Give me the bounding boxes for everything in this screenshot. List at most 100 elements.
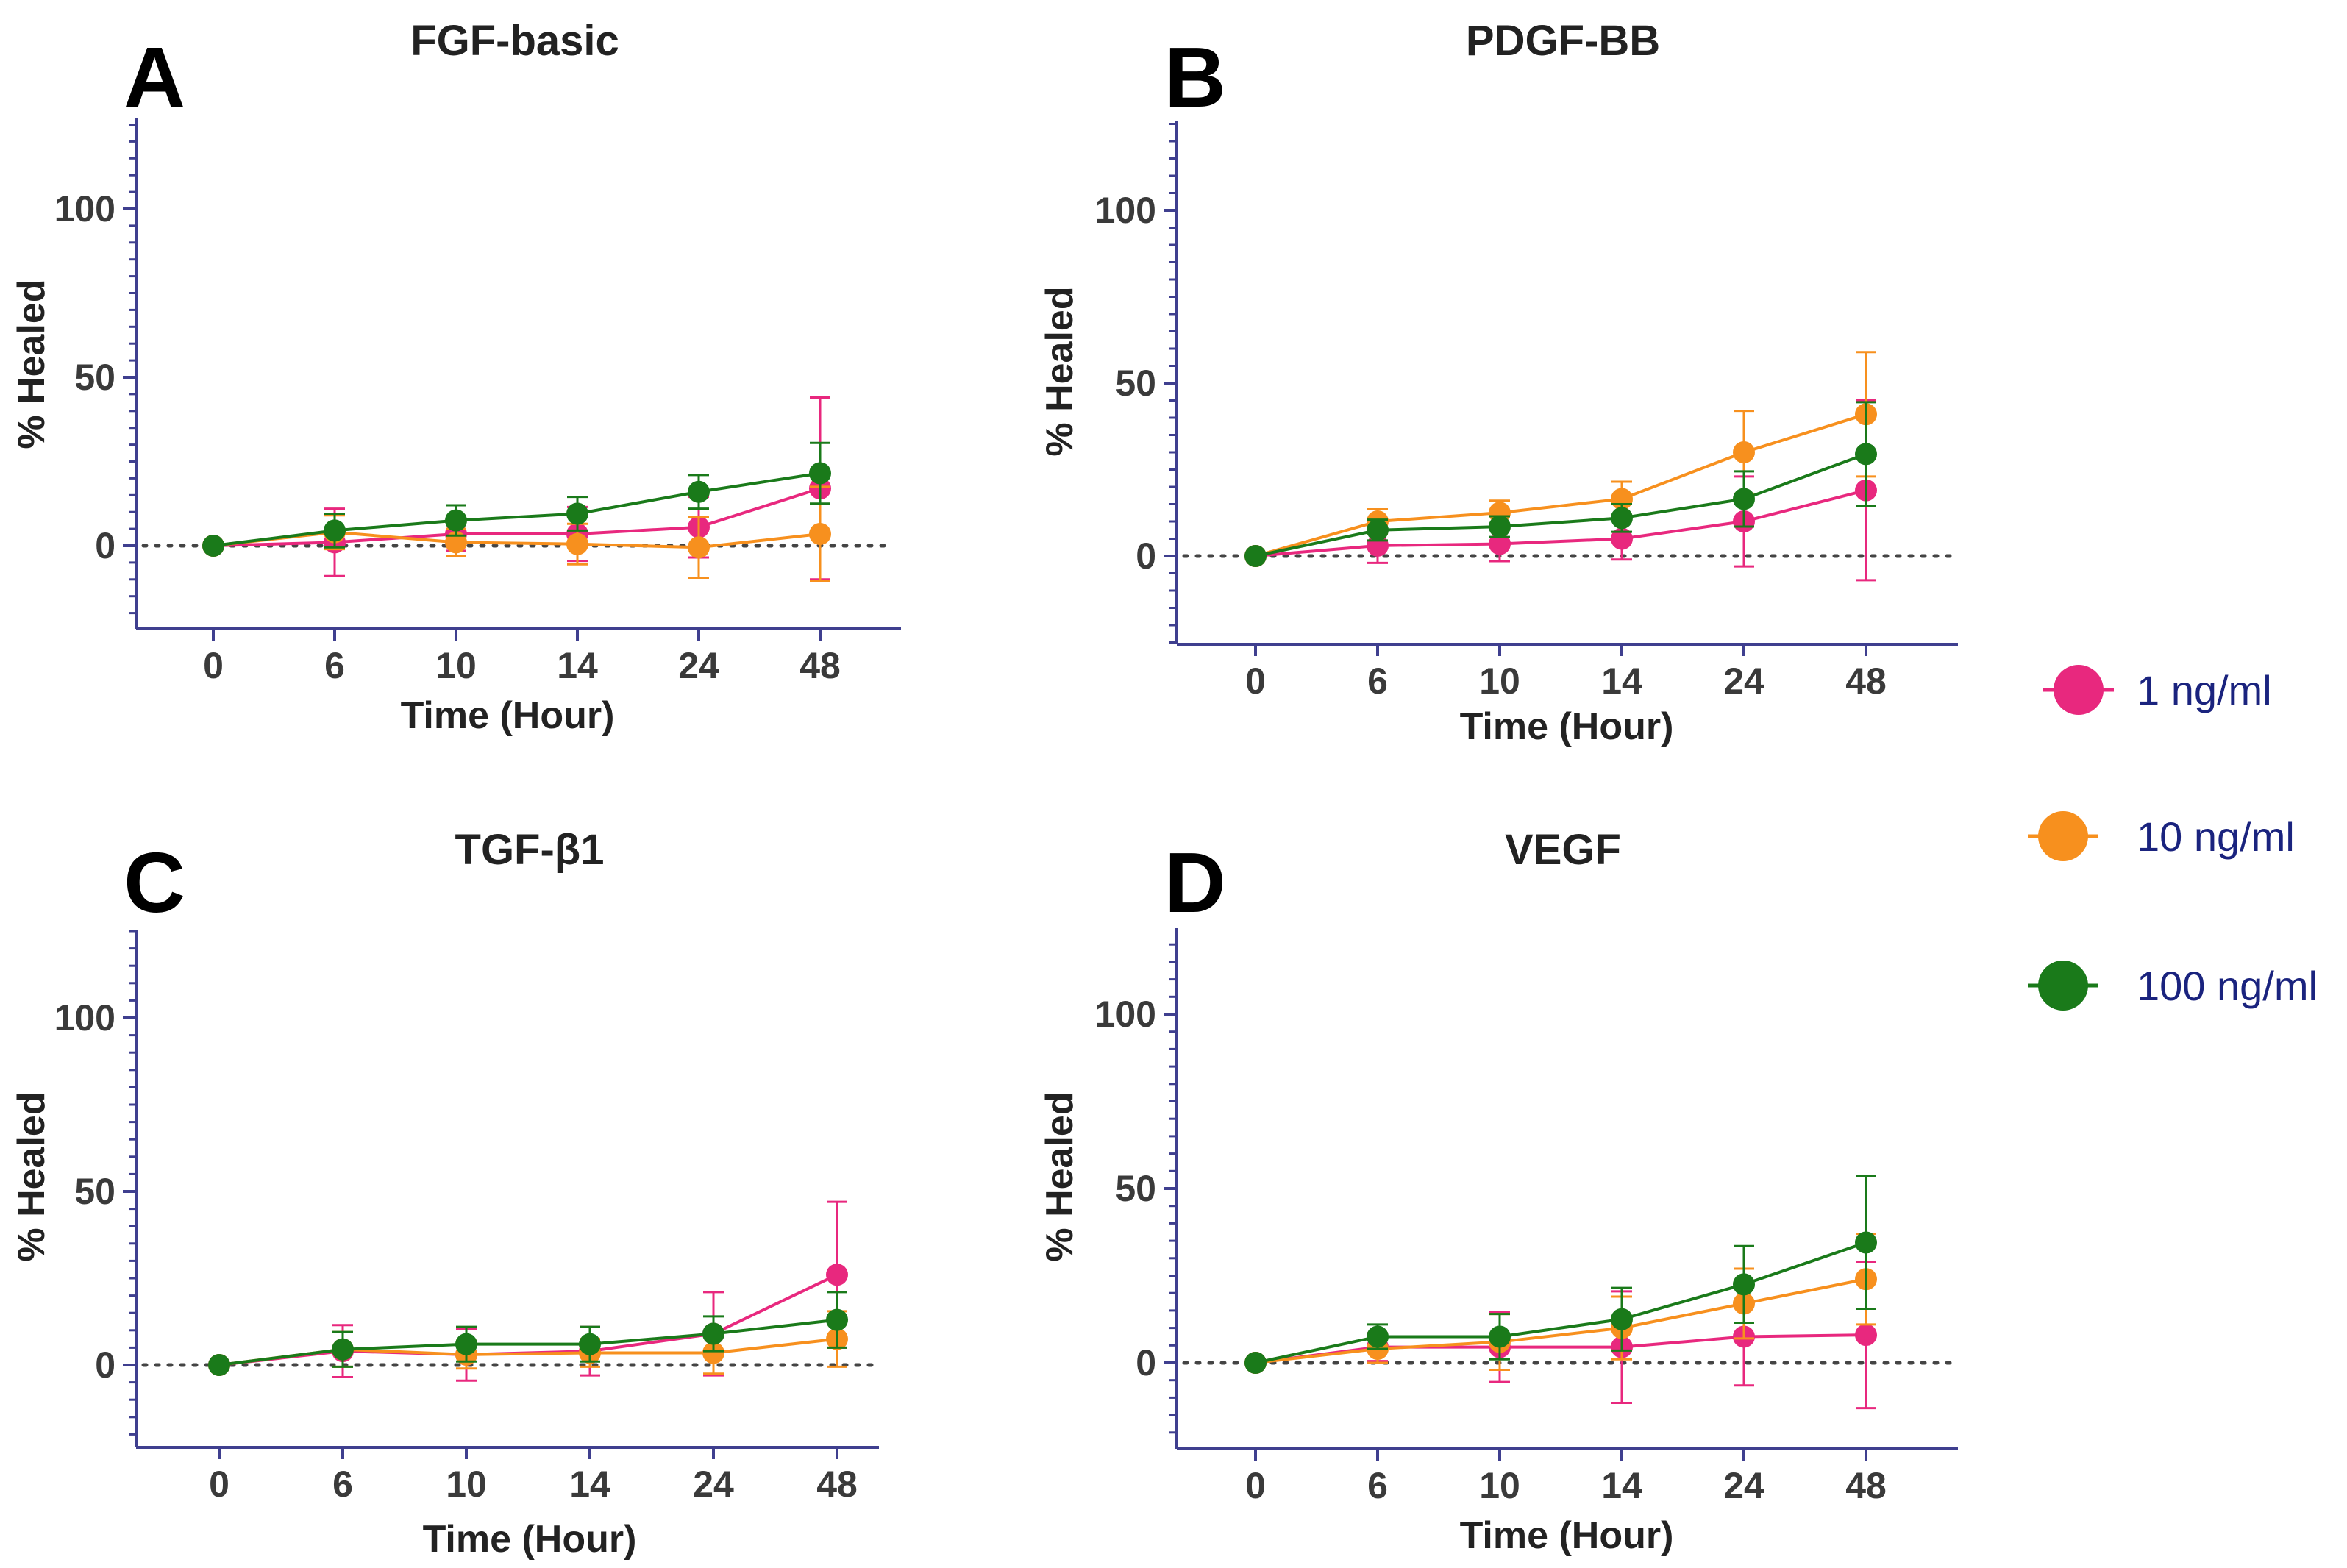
series-10-ng-ml xyxy=(1244,1233,1877,1374)
data-point xyxy=(1611,1308,1633,1330)
data-point xyxy=(1733,488,1755,510)
series-10-ng-ml xyxy=(1244,351,1877,567)
panel-pdgf-bb: B PDGF-BB 0 50 100 0 6 10 14 24 48 Time (Hour) % Hea… xyxy=(1039,17,1958,748)
series-line xyxy=(213,487,821,547)
data-point xyxy=(208,1354,230,1376)
x-tick-label: 10 xyxy=(1479,660,1520,702)
data-point xyxy=(1367,1325,1389,1348)
data-point xyxy=(202,535,224,557)
data-point xyxy=(455,1333,477,1355)
series-line xyxy=(1255,1241,1867,1364)
series-line xyxy=(213,471,821,547)
panel-title: TGF-β1 xyxy=(455,826,605,874)
y-tick-label: 50 xyxy=(1115,363,1156,404)
y-tick-label: 100 xyxy=(54,997,115,1038)
x-axis-title: Time (Hour) xyxy=(1460,705,1674,748)
data-point xyxy=(1733,1273,1755,1296)
legend: 1 ng/ml 10 ng/ml 100 ng/ml xyxy=(2028,665,2318,1011)
data-point xyxy=(809,462,831,485)
x-tick-label: 24 xyxy=(1723,1465,1764,1506)
data-point xyxy=(1611,527,1633,550)
x-tick-label: 6 xyxy=(324,645,345,686)
data-point xyxy=(1489,532,1511,555)
x-tick-label: 6 xyxy=(1367,1465,1388,1506)
x-tick-label: 6 xyxy=(332,1464,353,1505)
y-tick-label: 0 xyxy=(95,1344,115,1386)
data-point xyxy=(702,1322,724,1345)
panel-letter: D xyxy=(1164,835,1226,930)
data-point xyxy=(702,1341,724,1364)
series-1-ng-ml xyxy=(202,396,831,581)
x-axis-title: Time (Hour) xyxy=(1460,1514,1674,1557)
y-tick-label: 0 xyxy=(95,525,115,566)
legend-label: 10 ng/ml xyxy=(2137,813,2295,860)
data-point xyxy=(566,502,588,525)
data-point xyxy=(826,1308,848,1331)
panel-tgf-1: C TGF-β1 0 50 100 0 6 10 14 24 48 Time (Hour) % Heal… xyxy=(10,826,879,1561)
x-tick-label: 0 xyxy=(209,1464,229,1505)
x-tick-label: 10 xyxy=(446,1464,487,1505)
series-line xyxy=(1255,413,1867,557)
data-point xyxy=(1611,507,1633,530)
panel-title: PDGF-BB xyxy=(1466,17,1660,65)
y-tick-label: 0 xyxy=(1136,535,1156,577)
y-tick-label: 50 xyxy=(74,1171,115,1212)
x-tick-label: 48 xyxy=(816,1464,858,1505)
data-point xyxy=(1489,1325,1511,1348)
x-tick-label: 48 xyxy=(1845,660,1887,702)
y-tick-label: 100 xyxy=(1095,994,1156,1035)
data-point xyxy=(1855,1231,1877,1254)
data-point xyxy=(579,1333,601,1355)
y-axis-title: % Healed xyxy=(1039,286,1081,456)
x-tick-label: 6 xyxy=(1367,660,1388,702)
data-point xyxy=(688,536,710,559)
series-100-ng-ml xyxy=(208,1291,848,1376)
series-1-ng-ml xyxy=(1244,399,1877,582)
series-100-ng-ml xyxy=(1244,1175,1877,1374)
x-axis-title: Time (Hour) xyxy=(423,1518,637,1561)
data-point xyxy=(809,522,831,545)
y-tick-label: 50 xyxy=(74,357,115,398)
y-tick-label: 50 xyxy=(1115,1168,1156,1209)
series-line xyxy=(218,1318,838,1366)
panel-vegf: D VEGF 0 50 100 0 6 10 14 24 48 Time (Hour) % Healed xyxy=(1039,826,1958,1557)
panel-letter: C xyxy=(124,835,185,930)
data-point xyxy=(1855,1324,1877,1347)
y-tick-label: 100 xyxy=(54,188,115,229)
series-line xyxy=(218,1273,838,1366)
y-axis-title: % Healed xyxy=(10,279,53,449)
x-tick-label: 14 xyxy=(557,645,598,686)
series-100-ng-ml xyxy=(202,441,831,557)
legend-label: 1 ng/ml xyxy=(2137,667,2272,713)
data-point xyxy=(324,519,346,542)
panel-letter: B xyxy=(1164,29,1226,125)
panel-title: VEGF xyxy=(1505,826,1621,874)
x-tick-label: 24 xyxy=(1723,660,1764,702)
x-tick-label: 48 xyxy=(799,645,841,686)
data-point xyxy=(1489,516,1511,538)
panel-fgf-basic: A FGF-basic 0 50 100 0 6 10 14 24 48 Time (Hour) % H… xyxy=(10,17,901,737)
x-tick-label: 14 xyxy=(1601,1465,1642,1506)
x-tick-label: 14 xyxy=(1601,660,1642,702)
data-point xyxy=(1244,1352,1267,1374)
legend-swatch-marker xyxy=(2038,811,2088,861)
series-line xyxy=(1255,452,1867,557)
y-tick-label: 0 xyxy=(1136,1342,1156,1383)
x-tick-label: 0 xyxy=(203,645,224,686)
data-point xyxy=(688,480,710,503)
panel-letter: A xyxy=(124,29,185,125)
series-line xyxy=(1255,1333,1867,1364)
data-point xyxy=(1855,443,1877,466)
x-tick-label: 10 xyxy=(1479,1465,1520,1506)
x-tick-label: 10 xyxy=(435,645,477,686)
data-point xyxy=(1733,441,1755,463)
series-line xyxy=(1255,1277,1867,1364)
x-axis-title: Time (Hour) xyxy=(401,694,615,737)
x-tick-label: 14 xyxy=(569,1464,610,1505)
data-point xyxy=(332,1338,354,1361)
data-point xyxy=(1367,518,1389,541)
panel-title: FGF-basic xyxy=(410,17,619,65)
y-axis-title: % Healed xyxy=(10,1091,53,1261)
legend-item-1-ng-ml: 1 ng/ml xyxy=(2043,665,2272,715)
